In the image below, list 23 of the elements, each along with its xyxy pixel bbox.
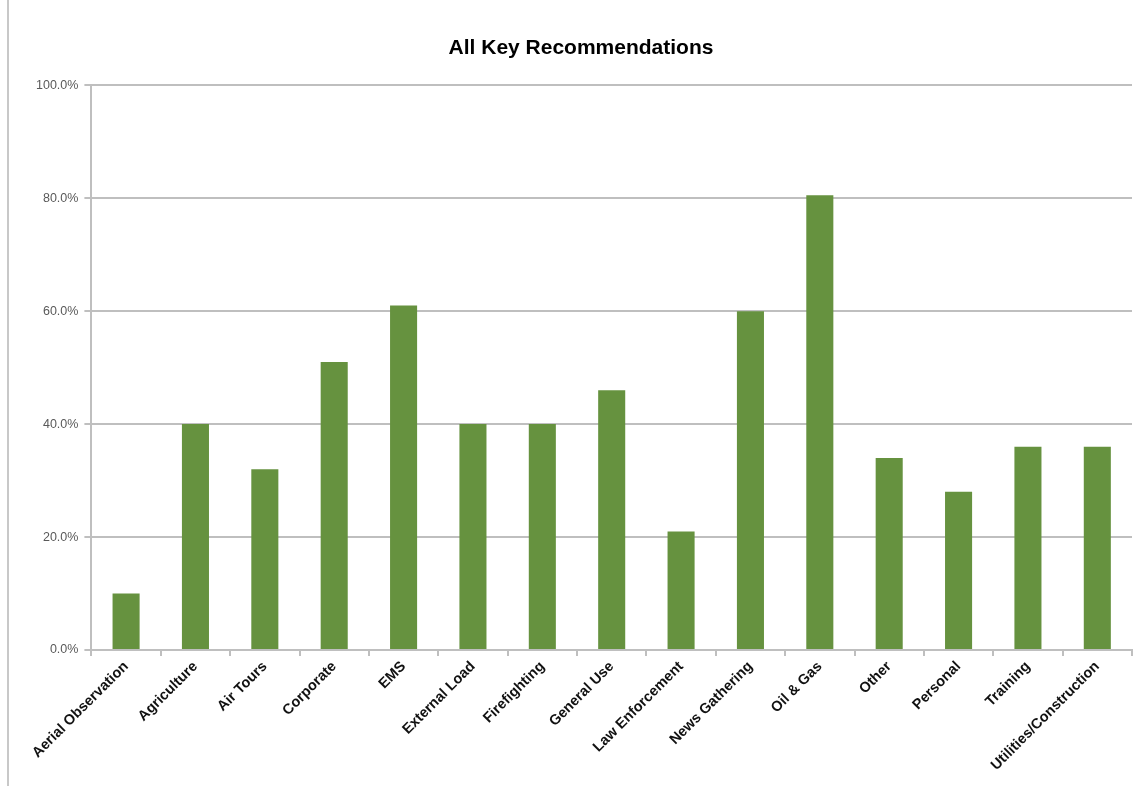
bar: [875, 457, 903, 650]
bar: [806, 195, 834, 650]
x-tick-label: Oil & Gas: [767, 657, 825, 716]
chart-title: All Key Recommendations: [448, 35, 714, 59]
y-tick-label: 40.0%: [42, 416, 79, 431]
bar: [1083, 446, 1111, 650]
bar: [459, 424, 487, 650]
bar: [112, 593, 140, 650]
bar: [598, 390, 626, 650]
bar: [945, 491, 973, 650]
y-tick-label: 100.0%: [35, 77, 79, 92]
bar: [181, 424, 209, 650]
y-tick-label: 80.0%: [42, 190, 79, 205]
bar: [528, 424, 556, 650]
y-tick-label: 20.0%: [42, 529, 79, 544]
bar: [736, 311, 764, 650]
bar: [667, 531, 695, 650]
y-tick-label: 60.0%: [42, 303, 79, 318]
y-tick-label: 0.0%: [49, 642, 79, 657]
bar: [1014, 446, 1042, 650]
bar: [251, 469, 279, 650]
bar: [320, 361, 348, 650]
bar: [390, 305, 418, 650]
